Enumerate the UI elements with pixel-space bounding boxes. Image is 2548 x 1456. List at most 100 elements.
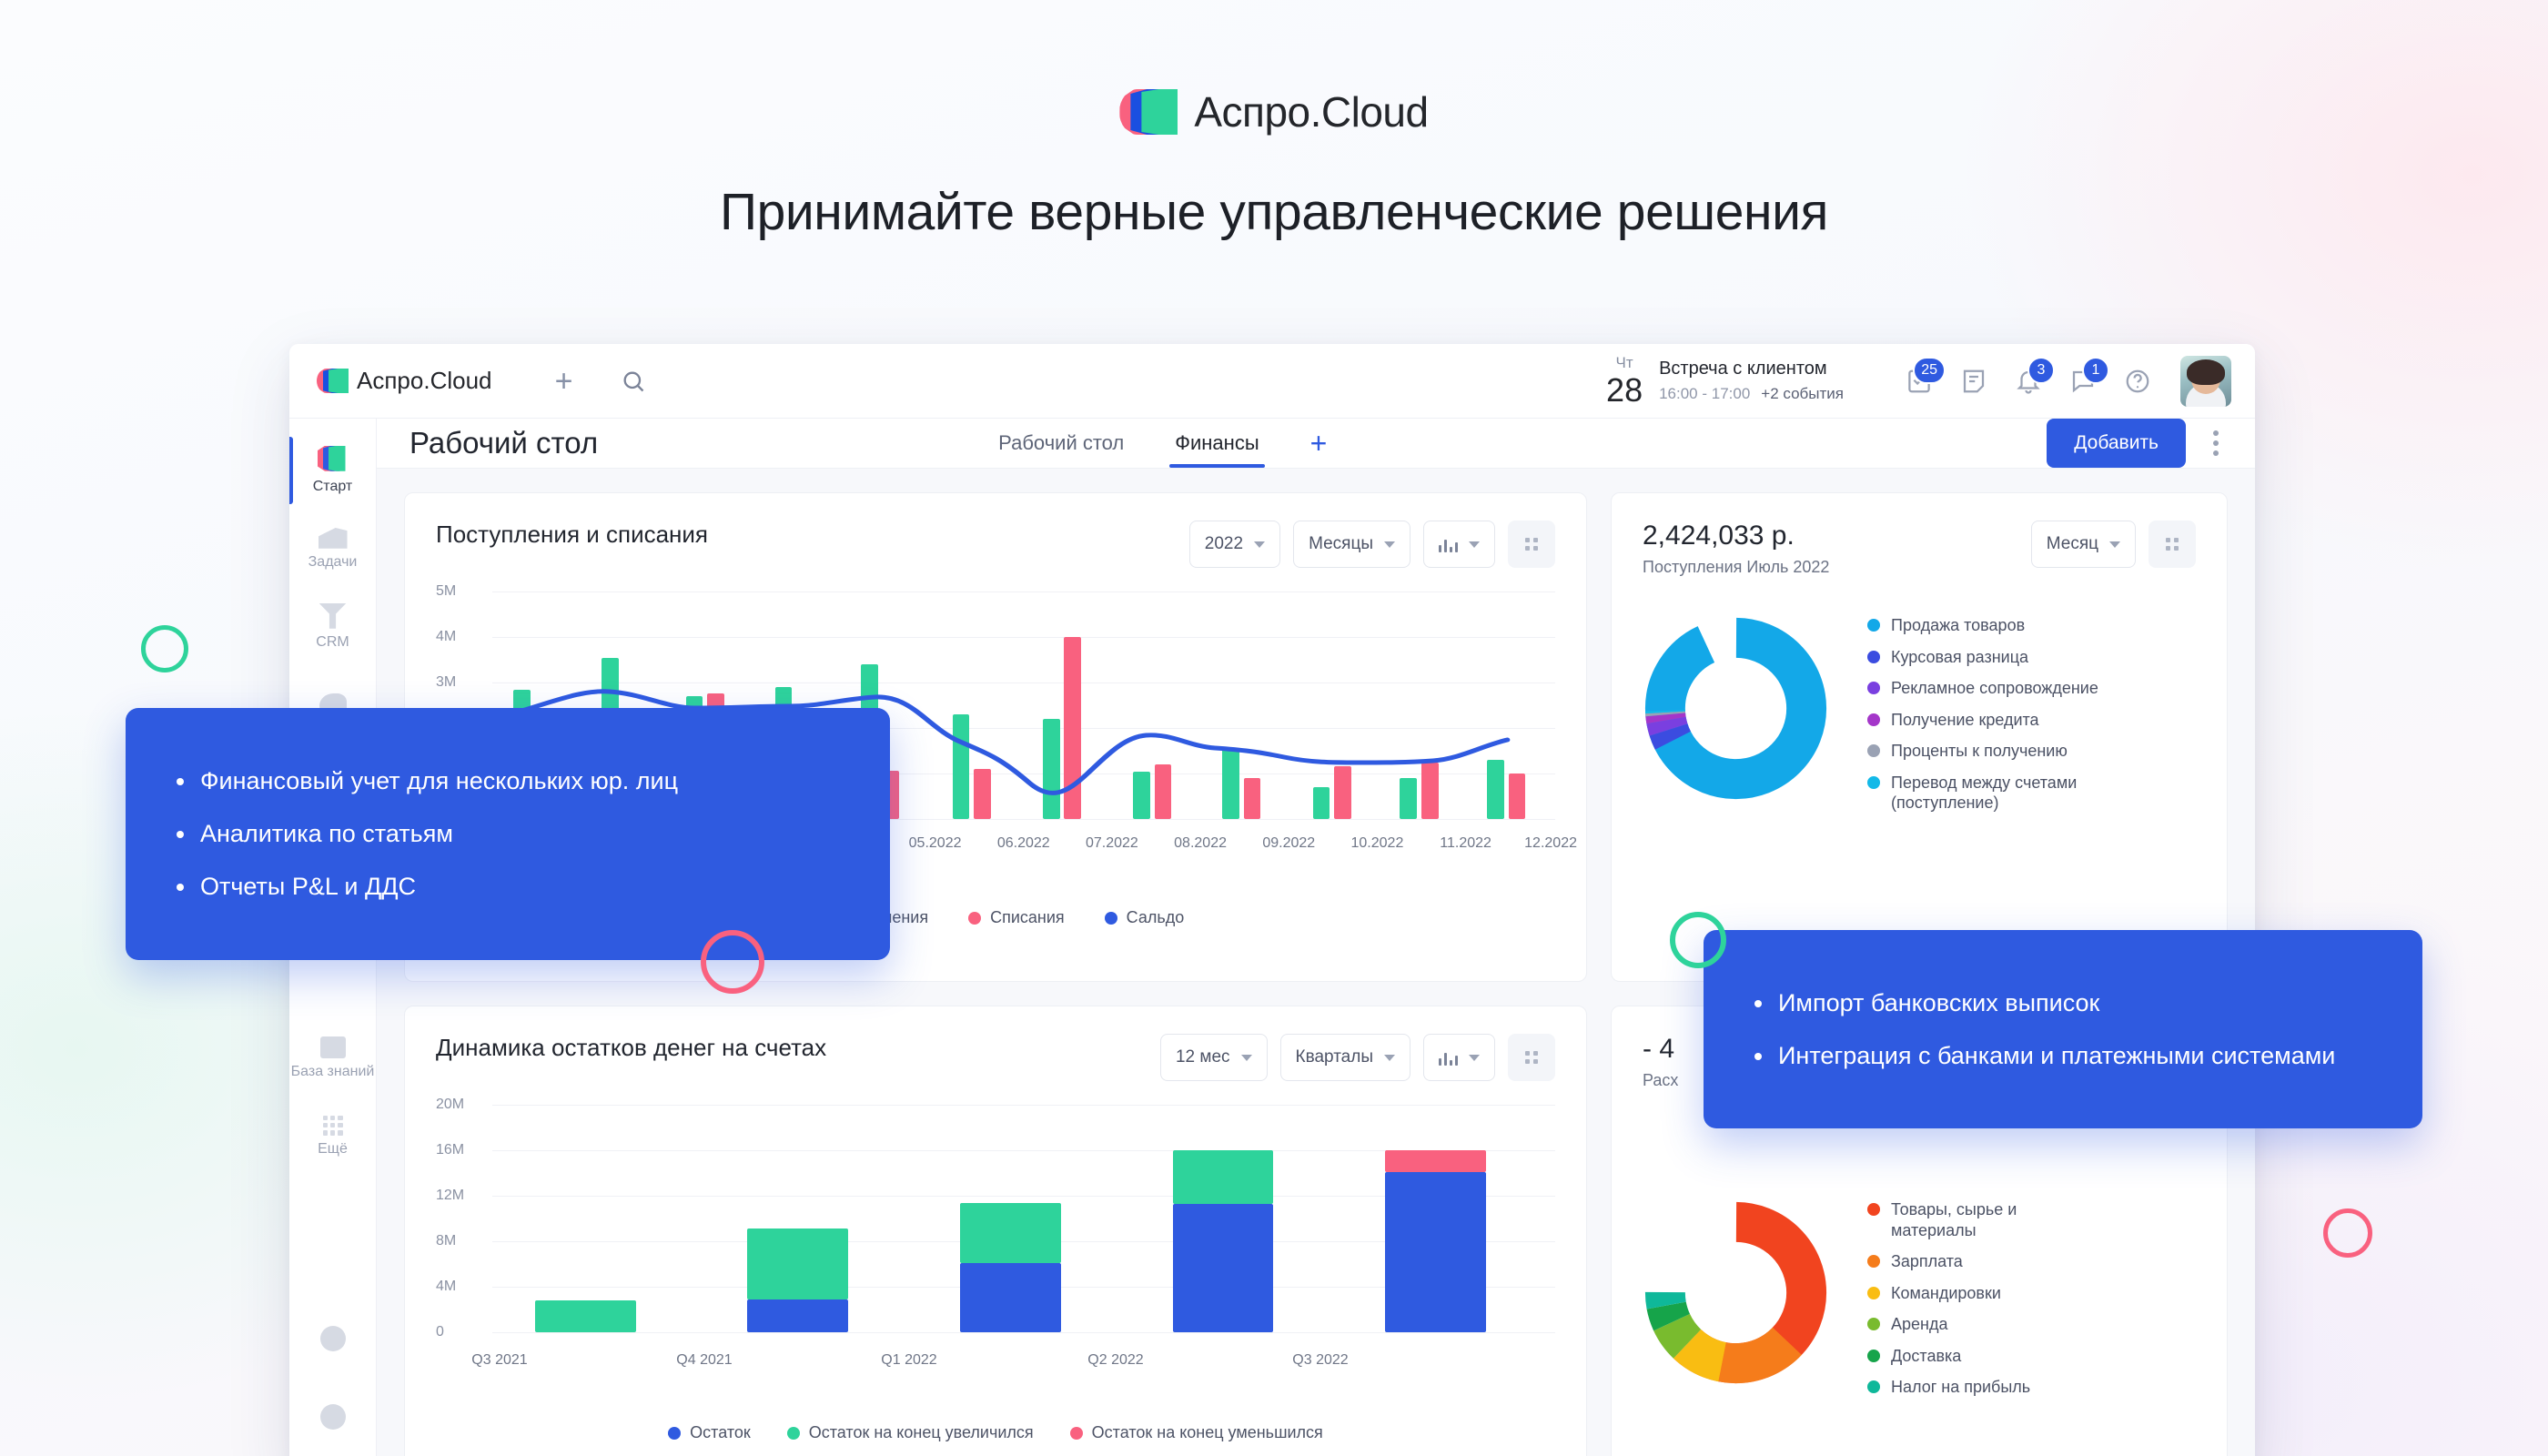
event-subtitle: 16:00 - 17:00 +2 события	[1659, 385, 1844, 403]
legend-label: Доставка	[1891, 1346, 1962, 1365]
x-tick: 11.2022	[1440, 835, 1491, 851]
y-tick: 16M	[436, 1142, 465, 1158]
legend-item[interactable]: Остаток на конец увеличился	[786, 1423, 1034, 1442]
app-logo[interactable]: Аспро.Cloud	[317, 367, 492, 395]
tasks-icon	[318, 527, 348, 549]
income-donut-chart	[1644, 617, 1827, 800]
tab-finance[interactable]: Финансы	[1169, 419, 1266, 468]
more-options-icon[interactable]	[2208, 425, 2224, 461]
bar-income	[1400, 778, 1418, 819]
bar-expense	[1243, 778, 1261, 819]
legend-item[interactable]: Доставка	[1867, 1346, 2037, 1367]
event-title: Встреча с клиентом	[1659, 359, 1827, 379]
legend-item[interactable]: Рекламное сопровождение	[1867, 678, 2109, 699]
sidebar-item-tasks[interactable]: Задачи	[289, 510, 376, 588]
y-tick: 8M	[436, 1233, 457, 1249]
granularity-select[interactable]: Кварталы	[1279, 1034, 1410, 1081]
year-select[interactable]: 2022	[1188, 521, 1281, 568]
bar-expense	[1421, 763, 1439, 819]
help-icon[interactable]	[2117, 360, 2159, 402]
decorative-ring-pink	[701, 930, 764, 994]
legend-item[interactable]: Сальдо	[1104, 908, 1185, 927]
drag-handle[interactable]	[2149, 521, 2196, 568]
sidebar-item-circle-a[interactable]	[289, 1299, 376, 1378]
legend-item[interactable]: Продажа товаров	[1867, 615, 2109, 636]
sidebar-lower-group: База знаний Ещё	[289, 1019, 376, 1176]
x-tick: Q3 2021	[471, 1352, 528, 1368]
bar-stack	[534, 1300, 636, 1332]
x-tick: 07.2022	[1085, 835, 1138, 851]
sidebar-item-crm[interactable]: CRM	[289, 588, 376, 666]
expense-subtitle: Расх	[1643, 1071, 1679, 1089]
date-day: 28	[1606, 371, 1643, 409]
add-button[interactable]: Добавить	[2047, 419, 2186, 468]
callout-item: Аналитика по статьям	[173, 817, 843, 850]
card-header: 2,424,033 р. Поступления Июль 2022 Месяц	[1643, 521, 2196, 577]
notes-icon[interactable]	[1953, 360, 1995, 402]
drag-handle[interactable]	[1508, 521, 1555, 568]
x-tick: Q1 2022	[881, 1352, 937, 1368]
sidebar-item-label: CRM	[316, 633, 349, 650]
legend-item[interactable]: Остаток	[668, 1423, 751, 1442]
legend-item[interactable]: Налог на прибыль	[1867, 1377, 2037, 1398]
drag-handle[interactable]	[1508, 1034, 1555, 1081]
expense-donut-legend: Товары, сырье и материалы Зарплата Коман…	[1867, 1199, 2037, 1398]
legend-item[interactable]: Проценты к получению	[1867, 741, 2109, 762]
page-title: Рабочий стол	[410, 426, 599, 460]
range-select[interactable]: 12 мес	[1159, 1034, 1268, 1081]
x-tick: 06.2022	[996, 835, 1050, 851]
legend-item[interactable]: Перевод между счетами (поступление)	[1867, 773, 2109, 814]
topbar-right: Чт 28 Встреча с клиентом 16:00 - 17:00 +2…	[1606, 355, 2231, 407]
legend-label: Рекламное сопровождение	[1891, 679, 2098, 697]
chart-type-select[interactable]	[1423, 1034, 1495, 1081]
legend-item[interactable]: Остаток на конец уменьшился	[1069, 1423, 1323, 1442]
tab-desktop[interactable]: Рабочий стол	[998, 431, 1125, 454]
chat-badge: 1	[2082, 356, 2109, 384]
bar-income	[1487, 760, 1504, 819]
page-headline: Принимайте верные управленческие решения	[720, 183, 1828, 241]
legend-item[interactable]: Товары, сырье и материалы	[1867, 1199, 2037, 1240]
granularity-select-value: Кварталы	[1295, 1047, 1373, 1067]
sidebar-item-more[interactable]: Ещё	[289, 1097, 376, 1176]
plus-icon[interactable]: +	[554, 363, 573, 399]
tasks-icon[interactable]: 25	[1898, 356, 1946, 402]
legend-item[interactable]: Списания	[968, 908, 1065, 927]
chevron-down-icon	[2109, 541, 2120, 548]
bell-icon[interactable]: 3	[2007, 356, 2055, 402]
start-icon	[317, 445, 349, 473]
bar-income	[1222, 748, 1240, 819]
sidebar-item-label: База знаний	[290, 1063, 375, 1079]
sidebar-item-label: Ещё	[318, 1140, 348, 1157]
sidebar-item-circle-b[interactable]	[289, 1378, 376, 1456]
tab-add-button[interactable]: +	[1309, 426, 1328, 460]
month-select-value: Месяц	[2046, 534, 2098, 553]
callout-item: Отчеты P&L и ДДС	[173, 870, 843, 903]
legend-label: Остаток	[690, 1423, 751, 1441]
period-select[interactable]: Месяцы	[1293, 521, 1410, 568]
card-controls: Месяц	[2030, 521, 2196, 568]
chevron-down-icon	[1469, 1054, 1480, 1061]
chart-type-select[interactable]	[1423, 521, 1495, 568]
legend-item[interactable]: Получение кредита	[1867, 710, 2109, 731]
legend-item[interactable]: Командировки	[1867, 1283, 2037, 1304]
bell-badge: 3	[2027, 356, 2055, 384]
search-icon[interactable]	[618, 366, 649, 397]
month-select[interactable]: Месяц	[2030, 521, 2136, 568]
event-widget[interactable]: Встреча с клиентом 16:00 - 17:00 +2 событ…	[1659, 359, 1844, 403]
avatar[interactable]	[2180, 355, 2231, 407]
x-tick: Q2 2022	[1087, 1352, 1144, 1368]
legend-item[interactable]: Аренда	[1867, 1314, 2037, 1335]
legend-label: Сальдо	[1126, 908, 1185, 926]
legend-item[interactable]: Курсовая разница	[1867, 647, 2109, 668]
chat-icon[interactable]: 1	[2062, 356, 2109, 402]
sidebar-item-knowledge-base[interactable]: База знаний	[289, 1019, 376, 1097]
date-widget[interactable]: Чт 28	[1606, 355, 1643, 407]
bar-expense	[974, 769, 991, 819]
brand-name: Аспро.Cloud	[1194, 88, 1429, 136]
bar-stack	[1385, 1172, 1487, 1332]
y-tick: 4M	[436, 1279, 457, 1294]
bar-chart-icon	[1439, 1049, 1458, 1066]
grid-dots-icon	[322, 1115, 343, 1136]
legend-item[interactable]: Зарплата	[1867, 1251, 2037, 1272]
sidebar-item-start[interactable]: Старт	[289, 431, 376, 510]
